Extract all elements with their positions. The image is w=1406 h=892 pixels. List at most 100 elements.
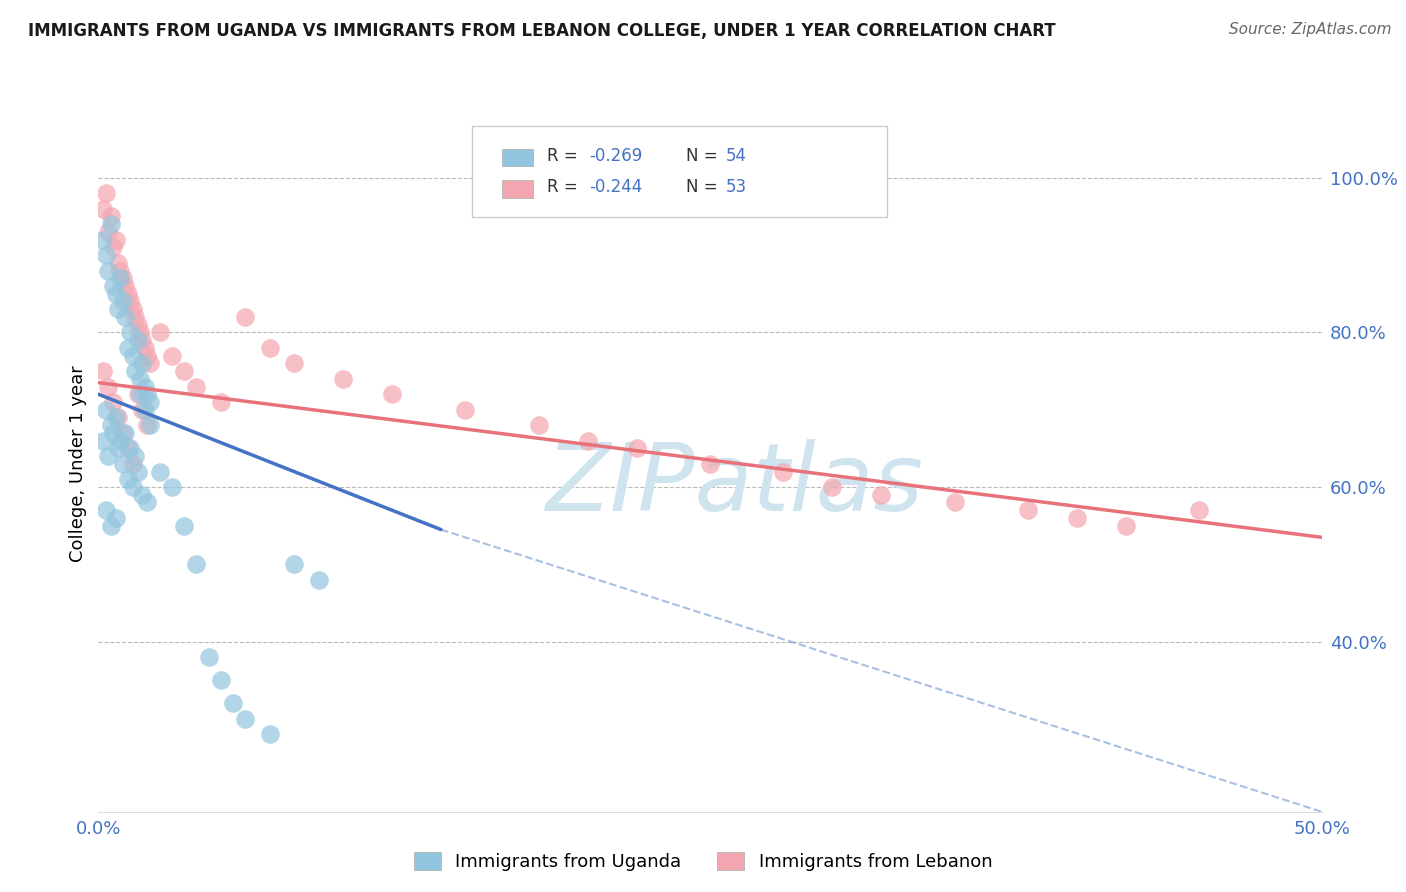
Point xyxy=(121,480,143,494)
Point xyxy=(91,233,114,247)
Point xyxy=(1017,503,1039,517)
Point xyxy=(136,495,159,509)
Point xyxy=(129,372,152,386)
FancyBboxPatch shape xyxy=(502,149,533,167)
Point xyxy=(110,271,132,285)
Point xyxy=(209,395,232,409)
Point xyxy=(186,379,208,393)
Point xyxy=(91,364,114,378)
Point xyxy=(1115,518,1137,533)
Point xyxy=(107,442,129,456)
Point xyxy=(94,248,117,262)
Point xyxy=(100,210,122,224)
Text: 53: 53 xyxy=(725,178,747,196)
Text: N =: N = xyxy=(686,178,723,196)
Point xyxy=(259,341,281,355)
Point xyxy=(104,233,127,247)
Point xyxy=(101,279,124,293)
Text: 54: 54 xyxy=(725,146,747,165)
Point xyxy=(454,402,477,417)
Point xyxy=(101,395,124,409)
Point xyxy=(131,488,153,502)
Point xyxy=(136,349,159,363)
Point xyxy=(576,434,599,448)
Point xyxy=(111,425,134,440)
Point xyxy=(121,457,143,471)
Text: R =: R = xyxy=(547,178,583,196)
FancyBboxPatch shape xyxy=(471,127,887,217)
Point xyxy=(626,442,648,456)
Point xyxy=(308,573,330,587)
Text: -0.269: -0.269 xyxy=(589,146,643,165)
Point xyxy=(131,356,153,370)
Point xyxy=(100,418,122,433)
Point xyxy=(870,488,893,502)
Text: IMMIGRANTS FROM UGANDA VS IMMIGRANTS FROM LEBANON COLLEGE, UNDER 1 YEAR CORRELAT: IMMIGRANTS FROM UGANDA VS IMMIGRANTS FRO… xyxy=(28,22,1056,40)
Point xyxy=(120,326,142,340)
Text: N =: N = xyxy=(686,146,723,165)
Point xyxy=(111,294,134,309)
Point xyxy=(117,442,139,456)
Point xyxy=(104,286,127,301)
Point xyxy=(136,418,159,433)
Point xyxy=(332,372,354,386)
Point xyxy=(114,425,136,440)
Point xyxy=(104,511,127,525)
Text: ZIPatlas: ZIPatlas xyxy=(546,439,924,530)
Point xyxy=(97,225,120,239)
Point xyxy=(117,286,139,301)
Point xyxy=(127,465,149,479)
Point xyxy=(117,341,139,355)
Point xyxy=(197,650,219,665)
Point xyxy=(91,434,114,448)
Point xyxy=(233,310,256,324)
Point xyxy=(124,310,146,324)
Point xyxy=(233,712,256,726)
Point xyxy=(821,480,844,494)
Point xyxy=(149,465,172,479)
Point xyxy=(100,518,122,533)
Text: Source: ZipAtlas.com: Source: ZipAtlas.com xyxy=(1229,22,1392,37)
Point xyxy=(222,697,245,711)
Point xyxy=(127,318,149,332)
Point xyxy=(104,410,127,425)
Point xyxy=(114,310,136,324)
Point xyxy=(97,449,120,463)
Point xyxy=(97,379,120,393)
Point xyxy=(160,349,183,363)
Point xyxy=(134,402,156,417)
Point xyxy=(110,263,132,277)
Point xyxy=(943,495,966,509)
Text: R =: R = xyxy=(547,146,583,165)
Point xyxy=(127,387,149,401)
Point xyxy=(97,263,120,277)
Point xyxy=(107,410,129,425)
Point xyxy=(173,518,195,533)
Point xyxy=(136,387,159,401)
Text: -0.244: -0.244 xyxy=(589,178,643,196)
Point xyxy=(101,425,124,440)
Point xyxy=(107,256,129,270)
Point xyxy=(772,465,794,479)
Point xyxy=(131,333,153,347)
FancyBboxPatch shape xyxy=(502,180,533,198)
Point xyxy=(160,480,183,494)
Point xyxy=(149,326,172,340)
Point xyxy=(94,503,117,517)
Point xyxy=(124,364,146,378)
Point xyxy=(209,673,232,688)
Point xyxy=(527,418,550,433)
Point xyxy=(94,186,117,201)
Point xyxy=(121,349,143,363)
Point xyxy=(91,202,114,216)
Point xyxy=(100,217,122,231)
Point xyxy=(1188,503,1211,517)
Point xyxy=(111,271,134,285)
Point xyxy=(107,302,129,317)
Point xyxy=(114,279,136,293)
Point xyxy=(381,387,404,401)
Point xyxy=(283,356,305,370)
Point xyxy=(173,364,195,378)
Point xyxy=(139,356,162,370)
Point xyxy=(1066,511,1088,525)
